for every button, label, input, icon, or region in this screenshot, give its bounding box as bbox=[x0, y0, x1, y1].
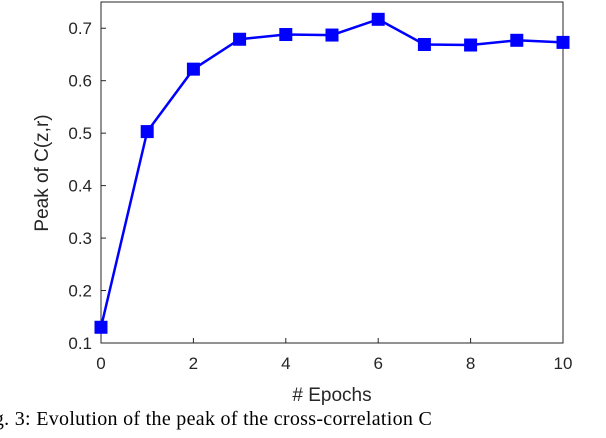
data-point-marker bbox=[464, 38, 478, 52]
data-point-marker bbox=[325, 28, 339, 42]
data-point-marker bbox=[556, 35, 570, 49]
data-point-marker bbox=[371, 12, 385, 26]
x-axis: 0 2 4 6 8 10 bbox=[96, 338, 572, 373]
series-line bbox=[99, 17, 564, 328]
x-tick-label: 0 bbox=[96, 354, 105, 373]
line-chart: 0 2 4 6 8 10 0.1 0.2 0.3 0.4 0.5 0.6 0.7 # Epochs P… bbox=[32, 1, 572, 406]
data-point-marker bbox=[186, 62, 200, 76]
data-point-marker bbox=[94, 320, 108, 334]
plot-area-box bbox=[100, 1, 564, 344]
y-tick-label: 0.4 bbox=[68, 177, 92, 196]
y-axis: 0.1 0.2 0.3 0.4 0.5 0.6 0.7 bbox=[68, 19, 106, 353]
x-tick-label: 2 bbox=[189, 354, 198, 373]
data-point-marker bbox=[279, 28, 293, 42]
y-tick-label: 0.1 bbox=[68, 334, 92, 353]
y-tick-label: 0.2 bbox=[68, 282, 92, 301]
y-tick-label: 0.5 bbox=[68, 124, 92, 143]
data-point-marker bbox=[510, 33, 524, 47]
x-tick-label: 4 bbox=[281, 354, 290, 373]
y-tick-label: 0.7 bbox=[68, 19, 92, 38]
x-axis-title: # Epochs bbox=[292, 385, 371, 406]
x-tick-label: 6 bbox=[373, 354, 382, 373]
y-axis-title: Peak of C(z,r) bbox=[32, 114, 53, 231]
series-markers bbox=[94, 12, 570, 334]
x-tick-label: 10 bbox=[554, 354, 573, 373]
y-tick-label: 0.6 bbox=[68, 72, 92, 91]
x-tick-label: 8 bbox=[466, 354, 475, 373]
figure-caption: ig. 3: Evolution of the peak of the cros… bbox=[0, 408, 606, 438]
data-point-marker bbox=[140, 125, 154, 139]
caption-text: ig. 3: Evolution of the peak of the cros… bbox=[0, 408, 433, 430]
y-tick-label: 0.3 bbox=[68, 229, 92, 248]
data-point-marker bbox=[233, 32, 247, 46]
data-point-marker bbox=[417, 37, 431, 51]
